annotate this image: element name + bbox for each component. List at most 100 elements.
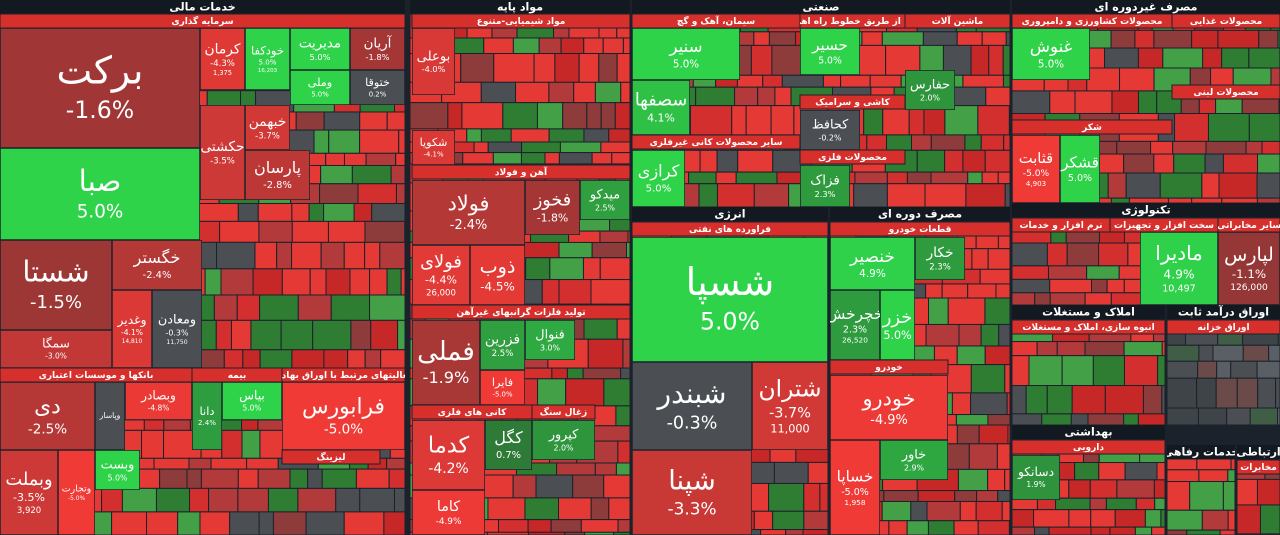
stock-tile[interactable]: صبا 5.0% (0, 148, 200, 240)
stock-tile[interactable]: وغدیر-4.1% 14,810 (112, 290, 152, 368)
stock-tile[interactable]: خودرو -4.9% (830, 375, 948, 440)
filler-tile (259, 294, 299, 321)
sector-title: انبوه سازی، املاک و مستغلات (1022, 323, 1154, 333)
filler-tile (1090, 509, 1116, 528)
filler-tile (580, 519, 619, 533)
stock-tile[interactable]: شکویا-4.1% (412, 130, 455, 165)
filler-tile (386, 111, 406, 131)
stock-tile[interactable]: فولاد -2.4% (412, 180, 525, 245)
filler-tile (200, 468, 239, 489)
stock-tile[interactable]: حکشتی -3.5% (200, 105, 245, 200)
stock-tile[interactable]: خگستر -2.4% (112, 240, 202, 290)
filler-tile (1201, 172, 1220, 199)
stock-tile[interactable]: فایرا-5.0% (480, 370, 525, 405)
stock-tile[interactable]: دی -2.5% (0, 382, 95, 450)
filler-tile (237, 203, 259, 222)
stock-tile[interactable]: شسپا 5.0% (632, 237, 828, 362)
filler-tile (1002, 74, 1011, 88)
stock-name: فنوال (535, 327, 564, 342)
stock-tile[interactable]: کرازی 5.0% (632, 150, 685, 207)
stock-tile[interactable]: برکت-1.6% (0, 28, 200, 148)
filler-tile (602, 37, 624, 55)
filler-tile (560, 37, 585, 55)
stock-tile[interactable]: فخوز-1.8% (525, 180, 580, 235)
stock-tile[interactable]: کدما -4.2% (412, 420, 485, 490)
stock-tile[interactable]: خکار 2.3% (915, 237, 965, 280)
filler-tile (155, 487, 191, 513)
filler-tile (1245, 140, 1263, 155)
stock-tile[interactable]: پارسان -2.8% (245, 150, 310, 200)
stock-tile[interactable]: شبندر -0.3% (632, 362, 752, 450)
stock-change: 5.0% (107, 473, 128, 482)
group-title: تکنولوژی (1121, 204, 1170, 217)
filler-tile (976, 490, 999, 502)
stock-tile[interactable]: قثابت -5.0%4,903 (1012, 135, 1060, 203)
stock-tile[interactable]: وبصادر-4.8% (125, 382, 192, 420)
filler-tile (615, 405, 631, 427)
stock-tile[interactable]: کحافظ-0.2% (800, 110, 860, 150)
stock-tile[interactable]: وپاسار (95, 382, 125, 450)
filler-tile (1166, 481, 1191, 511)
filler-tile (1249, 407, 1279, 426)
stock-change: -5.0% (841, 487, 869, 498)
stock-tile[interactable]: کگل 0.7% (485, 420, 532, 470)
stock-name: آریان (364, 35, 393, 52)
stock-tile[interactable]: ومعادن-0.3%11,750 (152, 290, 202, 368)
filler-tile (910, 500, 928, 522)
stock-tile[interactable]: لپارس-1.1% 126,000 (1218, 232, 1280, 305)
filler-tile (1066, 242, 1100, 267)
stock-tile[interactable]: شستا -1.5% (0, 240, 112, 330)
stock-tile[interactable]: بوعلی-4.0% (412, 28, 455, 95)
stock-tile[interactable]: وتجارت -5.0% (58, 450, 95, 535)
filler-tile (615, 462, 631, 476)
stock-tile[interactable]: خساپا-5.0%1,958 (830, 440, 880, 535)
stock-tile[interactable]: قشکر 5.0% (1060, 135, 1100, 203)
filler-tile (995, 283, 1011, 299)
stock-name: وپاسار (99, 411, 121, 420)
group-title: خدمات مالی (169, 1, 235, 14)
stock-tile[interactable]: مادیرا 4.9% 10,497 (1140, 232, 1218, 305)
filler-tile (307, 468, 323, 489)
stock-tile[interactable]: شتران -3.7% 11,000 (752, 362, 828, 450)
stock-tile[interactable]: خبهمن -3.7% (245, 105, 290, 150)
stock-tile[interactable]: کرمان -4.3%1,375 (200, 28, 245, 90)
stock-change: -5.0% (1023, 169, 1050, 179)
stock-tile[interactable]: فملی-1.9% (412, 320, 480, 405)
stock-change: 4.9% (1163, 267, 1194, 281)
filler-tile (257, 203, 293, 222)
stock-tile[interactable]: شپنا-3.3% (632, 450, 752, 535)
stock-tile[interactable]: سمگا-3.0% (0, 330, 112, 368)
stock-tile[interactable]: ذوب-4.5% (470, 245, 525, 305)
filler-tile (388, 468, 406, 489)
filler-tile (350, 319, 372, 351)
stock-tile[interactable]: فرابورس -5.0% (282, 382, 405, 450)
stock-change: -4.5% (480, 279, 515, 293)
stock-tile[interactable]: وبملت-3.5% 3,920 (0, 450, 58, 535)
stock-change: 4.1% (647, 111, 675, 124)
stock-tile[interactable]: کاما -4.9% (412, 490, 485, 535)
stock-tile[interactable]: فولای-4.4%26,000 (412, 245, 470, 305)
stock-tile[interactable]: آریان-1.8% (350, 28, 405, 70)
